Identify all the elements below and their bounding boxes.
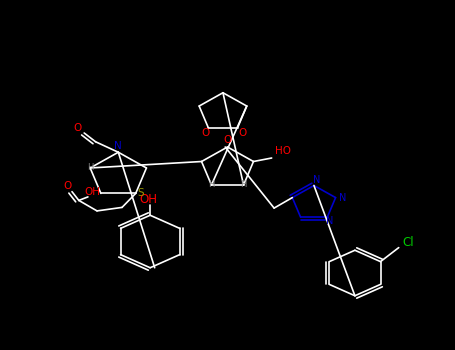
- Text: O: O: [223, 135, 232, 145]
- Text: H: H: [208, 181, 215, 189]
- Text: S: S: [138, 188, 144, 198]
- Text: O: O: [73, 123, 81, 133]
- Text: O: O: [63, 181, 71, 191]
- Text: OH: OH: [139, 193, 157, 206]
- Text: Cl: Cl: [402, 236, 414, 249]
- Text: H: H: [240, 181, 247, 189]
- Text: HO: HO: [275, 146, 291, 156]
- Text: O: O: [202, 128, 210, 138]
- Text: N: N: [326, 216, 333, 226]
- Text: N: N: [339, 193, 346, 203]
- Text: H: H: [87, 163, 93, 173]
- Text: N: N: [313, 175, 320, 185]
- Text: O: O: [238, 128, 246, 138]
- Text: OH: OH: [85, 187, 101, 197]
- Text: N: N: [114, 141, 122, 151]
